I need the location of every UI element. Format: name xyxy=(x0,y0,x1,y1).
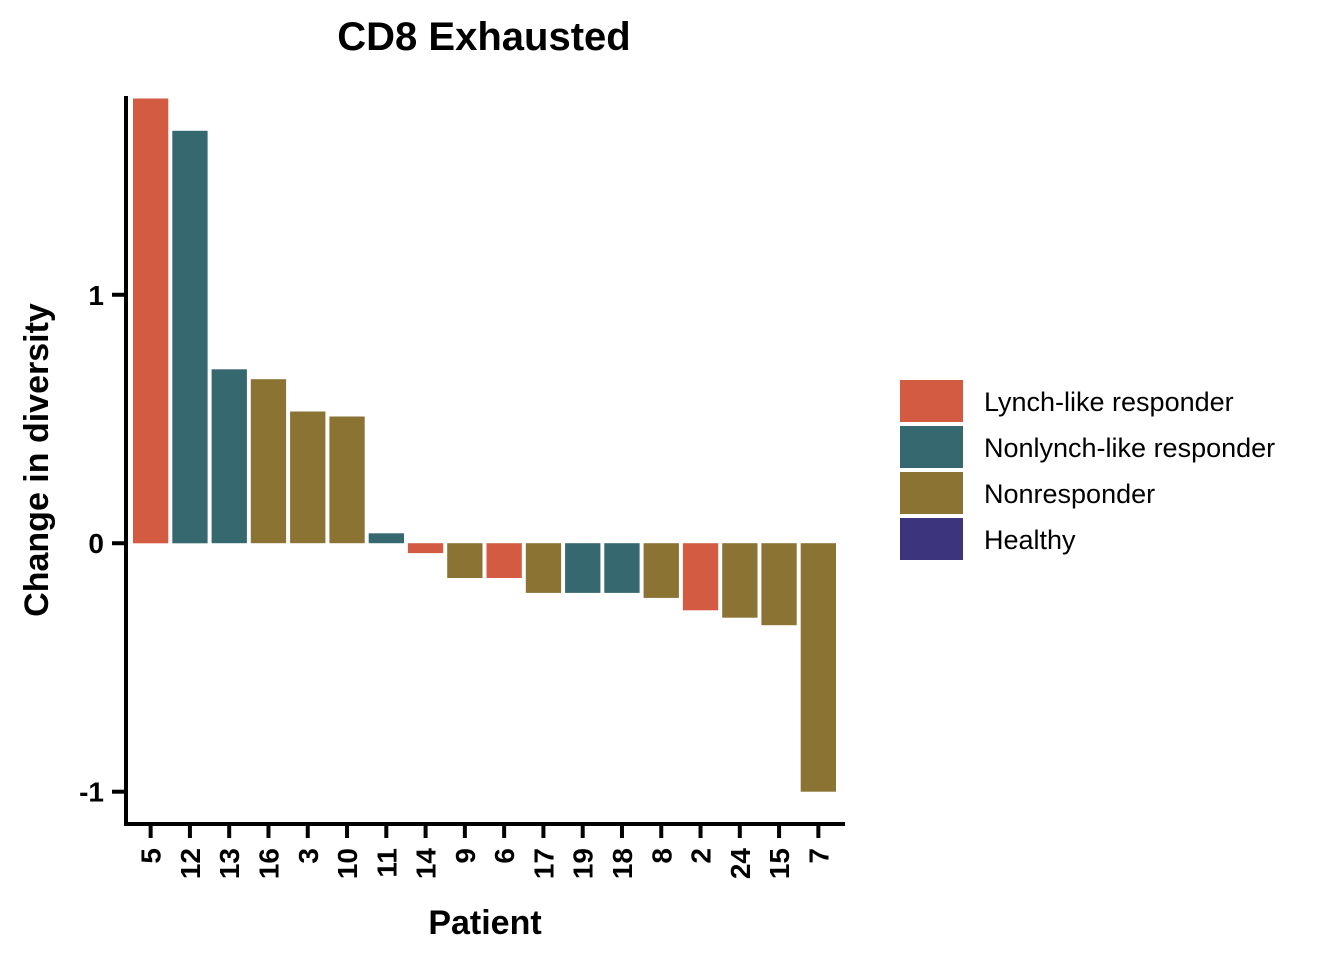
x-tick-label: 19 xyxy=(568,848,599,879)
y-tick-label: 0 xyxy=(88,528,104,559)
legend-label: Healthy xyxy=(984,525,1076,555)
legend-swatch xyxy=(900,426,963,468)
x-tick-label: 18 xyxy=(607,848,638,879)
bar-6 xyxy=(486,543,522,578)
y-axis-title: Change in diversity xyxy=(18,303,56,617)
legend-label: Lynch-like responder xyxy=(984,387,1234,417)
x-tick-label: 13 xyxy=(214,848,245,879)
bar-17 xyxy=(525,543,562,593)
bar-9 xyxy=(447,543,483,578)
bar-14 xyxy=(407,543,444,554)
x-tick-label: 11 xyxy=(371,848,402,878)
bar-16 xyxy=(250,379,287,544)
legend-swatch xyxy=(900,380,963,422)
bar-2 xyxy=(682,543,719,611)
bar-12 xyxy=(172,130,208,544)
x-tick-label: 12 xyxy=(175,848,206,879)
bar-3 xyxy=(290,411,326,544)
bar-19 xyxy=(565,543,601,593)
x-tick-label: 5 xyxy=(136,848,167,864)
y-tick-label: -1 xyxy=(79,777,104,808)
bars xyxy=(133,98,836,792)
x-tick-label: 3 xyxy=(293,848,324,864)
legend-swatch xyxy=(900,472,963,514)
x-tick-label: 14 xyxy=(411,848,442,880)
legend-label: Nonlynch-like responder xyxy=(984,433,1275,463)
bar-18 xyxy=(604,543,640,593)
x-tick-label: 7 xyxy=(803,848,834,864)
x-tick-label: 9 xyxy=(450,848,481,864)
bar-7 xyxy=(800,543,836,792)
y-tick-label: 1 xyxy=(88,280,104,311)
bar-10 xyxy=(329,416,365,544)
bar-13 xyxy=(211,369,247,544)
x-ticks: 5 12 13 16 3 10 11 14 9 6 17 19 18 8 2 24 15 7 xyxy=(136,824,834,880)
legend-label: Nonresponder xyxy=(984,479,1155,509)
x-tick-label: 8 xyxy=(646,848,677,864)
x-tick-label: 15 xyxy=(764,848,795,879)
chart-title: CD8 Exhausted xyxy=(337,15,630,59)
x-tick-label: 17 xyxy=(528,848,559,879)
bar-24 xyxy=(722,543,758,618)
x-tick-label: 16 xyxy=(254,848,285,879)
x-tick-label: 24 xyxy=(725,848,756,880)
x-tick-label: 6 xyxy=(489,848,520,864)
x-tick-label: 2 xyxy=(686,848,717,864)
bar-11 xyxy=(368,533,404,544)
bar-5 xyxy=(133,98,169,544)
x-tick-label: 10 xyxy=(332,848,363,879)
bar-15 xyxy=(761,543,797,626)
legend-swatch xyxy=(900,518,963,560)
bar-8 xyxy=(643,543,679,598)
legend: Lynch-like responder Nonlynch-like respon… xyxy=(900,380,1275,560)
y-ticks: -1 0 1 xyxy=(79,280,126,808)
x-axis-title: Patient xyxy=(428,904,541,942)
